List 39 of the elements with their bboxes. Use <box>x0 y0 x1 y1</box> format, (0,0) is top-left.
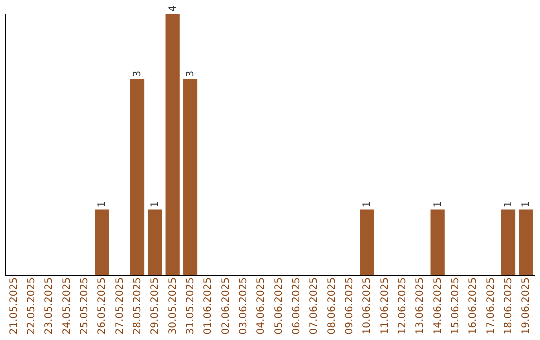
data-label: 1 <box>521 201 532 208</box>
data-label: 1 <box>362 201 374 208</box>
x-tick-label: 14.06.2025 <box>432 278 444 335</box>
data-label: 1 <box>432 201 444 208</box>
data-label: 1 <box>97 201 108 208</box>
x-tick-label: 15.06.2025 <box>450 278 462 335</box>
x-tick-label: 03.06.2025 <box>238 278 250 335</box>
x-tick-label: 08.06.2025 <box>326 278 338 335</box>
x-tick-label: 11.06.2025 <box>380 278 391 335</box>
x-tick-label: 12.06.2025 <box>398 278 408 335</box>
x-tick-label: 01.06.2025 <box>203 278 214 335</box>
x-tick-label: 30.05.2025 <box>168 278 179 335</box>
x-tick-label: 13.06.2025 <box>415 278 426 335</box>
x-tick-label: 09.06.2025 <box>344 278 356 335</box>
x-tick-label: 29.05.2025 <box>150 278 162 335</box>
x-tick-label: 25.05.2025 <box>80 278 90 335</box>
x-tick-label: 07.06.2025 <box>309 278 320 335</box>
x-tick-label: 26.05.2025 <box>97 278 108 335</box>
x-tick-label: 27.05.2025 <box>114 278 126 335</box>
x-tick-label: 16.06.2025 <box>468 278 480 335</box>
x-tick-label: 04.06.2025 <box>256 278 268 335</box>
data-label: 1 <box>150 201 162 208</box>
x-tick-label: 06.06.2025 <box>292 278 302 335</box>
data-label: 4 <box>168 6 179 12</box>
x-tick-label: 22.05.2025 <box>26 278 38 335</box>
x-tick-label: 19.06.2025 <box>521 278 532 335</box>
x-tick-label: 02.06.2025 <box>220 278 232 335</box>
x-tick-label: 24.05.2025 <box>62 278 73 335</box>
x-tick-label: 21.05.2025 <box>8 278 20 335</box>
x-tick-label: 23.05.2025 <box>44 278 56 335</box>
x-tick-label: 28.05.2025 <box>132 278 144 335</box>
x-tick-label: 05.06.2025 <box>274 278 285 335</box>
data-label: 3 <box>132 70 144 78</box>
x-tick-label: 10.06.2025 <box>362 278 374 335</box>
data-label: 3 <box>186 70 196 78</box>
x-tick-label: 18.06.2025 <box>504 278 514 335</box>
data-label: 1 <box>504 201 514 208</box>
x-tick-label: 31.05.2025 <box>186 278 196 335</box>
x-tick-label: 17.06.2025 <box>486 278 497 335</box>
